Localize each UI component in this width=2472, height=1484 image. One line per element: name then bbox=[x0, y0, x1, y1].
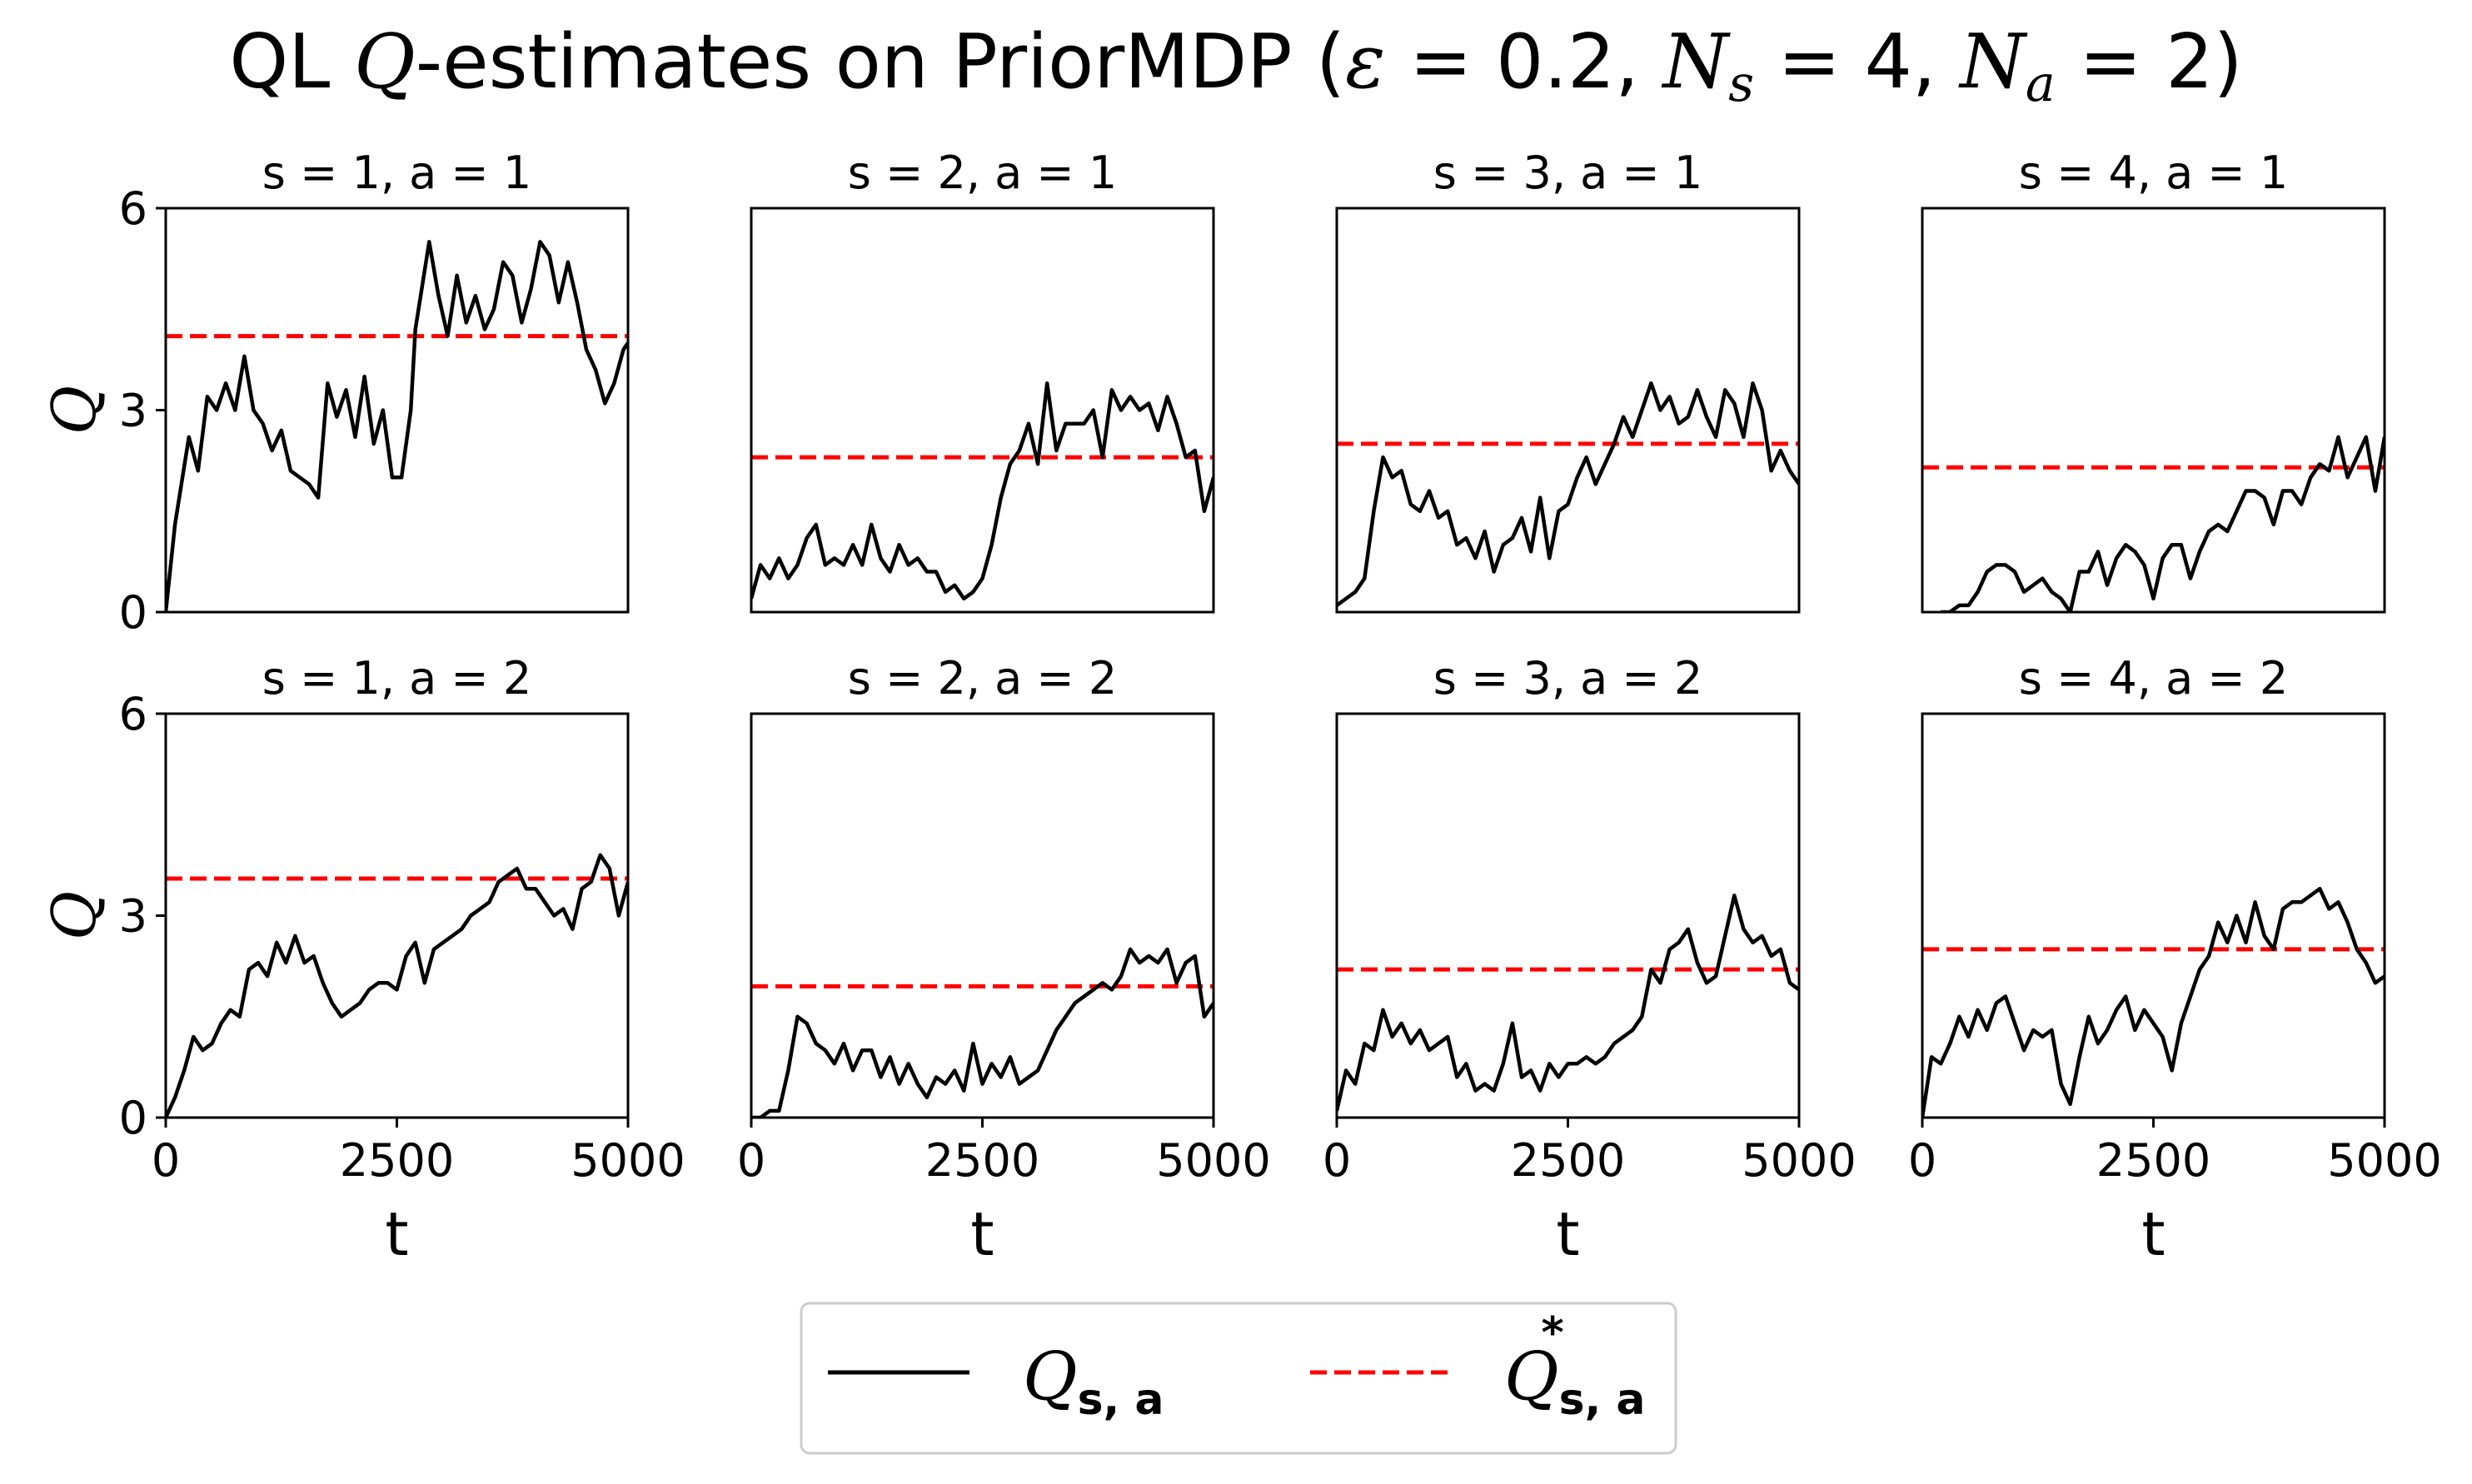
q-series-line bbox=[751, 947, 1214, 1118]
q-series-line bbox=[751, 381, 1214, 601]
panel-title: s = 4, a = 2 bbox=[2019, 652, 2288, 705]
x-axis-label: t bbox=[970, 1199, 994, 1269]
panel-title: s = 1, a = 1 bbox=[262, 147, 531, 199]
x-tick-label: 5000 bbox=[571, 1134, 685, 1187]
x-axis-label: t bbox=[2141, 1199, 2165, 1269]
panel-frame bbox=[164, 712, 630, 1119]
y-tick-label: 3 bbox=[119, 890, 147, 943]
y-tick-label: 3 bbox=[119, 385, 147, 437]
y-tick-label: 0 bbox=[119, 586, 147, 639]
panel-frame bbox=[1921, 712, 2386, 1119]
panel-7: s = 3, a = 2 0 2500 5000 t bbox=[1323, 652, 1856, 1269]
x-tick-label: 5000 bbox=[2327, 1134, 2441, 1187]
panel-4: s = 4, a = 1 bbox=[1921, 147, 2386, 614]
x-tick-label: 0 bbox=[737, 1134, 765, 1187]
x-tick-label: 0 bbox=[1908, 1134, 1936, 1187]
panel-6: s = 2, a = 2 0 2500 5000 t bbox=[737, 652, 1271, 1269]
y-tick-label: 6 bbox=[119, 182, 147, 235]
q-series-line bbox=[1922, 886, 2385, 1118]
y-axis-label: Q bbox=[39, 386, 109, 435]
panel-title: s = 4, a = 1 bbox=[2019, 147, 2288, 199]
panel-frame bbox=[1335, 207, 1801, 614]
y-tick-label: 0 bbox=[119, 1092, 147, 1144]
chart-title: QL Q-estimates on PriorMDP (ε = 0.2, Ns … bbox=[229, 18, 2242, 113]
legend-label-q: Qs, a bbox=[1023, 1337, 1164, 1425]
y-axis-label: Q bbox=[39, 891, 109, 940]
panel-title: s = 3, a = 1 bbox=[1433, 147, 1702, 199]
panel-frame bbox=[750, 207, 1215, 614]
panel-2: s = 2, a = 1 bbox=[750, 147, 1215, 614]
q-series-line bbox=[166, 240, 628, 612]
q-series-line bbox=[1337, 381, 1799, 607]
x-tick-label: 2500 bbox=[340, 1134, 454, 1187]
x-tick-label: 2500 bbox=[1511, 1134, 1625, 1187]
panel-title: s = 1, a = 2 bbox=[262, 652, 531, 705]
y-tick-label: 6 bbox=[119, 688, 147, 740]
q-series-line bbox=[166, 853, 628, 1118]
panel-title: s = 2, a = 1 bbox=[848, 147, 1117, 199]
x-tick-label: 0 bbox=[1323, 1134, 1351, 1187]
panel-title: s = 3, a = 2 bbox=[1433, 652, 1702, 705]
panel-3: s = 3, a = 1 bbox=[1335, 147, 1801, 614]
x-tick-label: 0 bbox=[152, 1134, 180, 1187]
x-axis-label: t bbox=[1556, 1199, 1579, 1269]
panel-title: s = 2, a = 2 bbox=[848, 652, 1117, 705]
panel-frame bbox=[1921, 207, 2386, 614]
q-series-line bbox=[1337, 894, 1799, 1112]
x-tick-label: 5000 bbox=[1742, 1134, 1856, 1187]
x-tick-label: 2500 bbox=[2096, 1134, 2210, 1187]
panel-8: s = 4, a = 2 0 2500 5000 t bbox=[1908, 652, 2442, 1269]
x-tick-label: 2500 bbox=[925, 1134, 1039, 1187]
subplot-grid: s = 1, a = 1 0 3 6 Qs = 2, a = 1 s = 3, a = 1… bbox=[39, 147, 2442, 1269]
panel-frame bbox=[750, 712, 1215, 1119]
panel-5: s = 1, a = 2 0 3 6 Q 0 2500 5000 t bbox=[39, 652, 685, 1269]
legend: Qs, a Qs, a* bbox=[800, 1302, 1677, 1455]
x-tick-label: 5000 bbox=[1156, 1134, 1270, 1187]
x-axis-label: t bbox=[385, 1199, 408, 1269]
panel-1: s = 1, a = 1 0 3 6 Q bbox=[39, 147, 630, 639]
legend-box bbox=[800, 1302, 1677, 1455]
q-series-line bbox=[1941, 435, 2385, 612]
legend-label-qstar: Qs, a* bbox=[1504, 1308, 1646, 1425]
